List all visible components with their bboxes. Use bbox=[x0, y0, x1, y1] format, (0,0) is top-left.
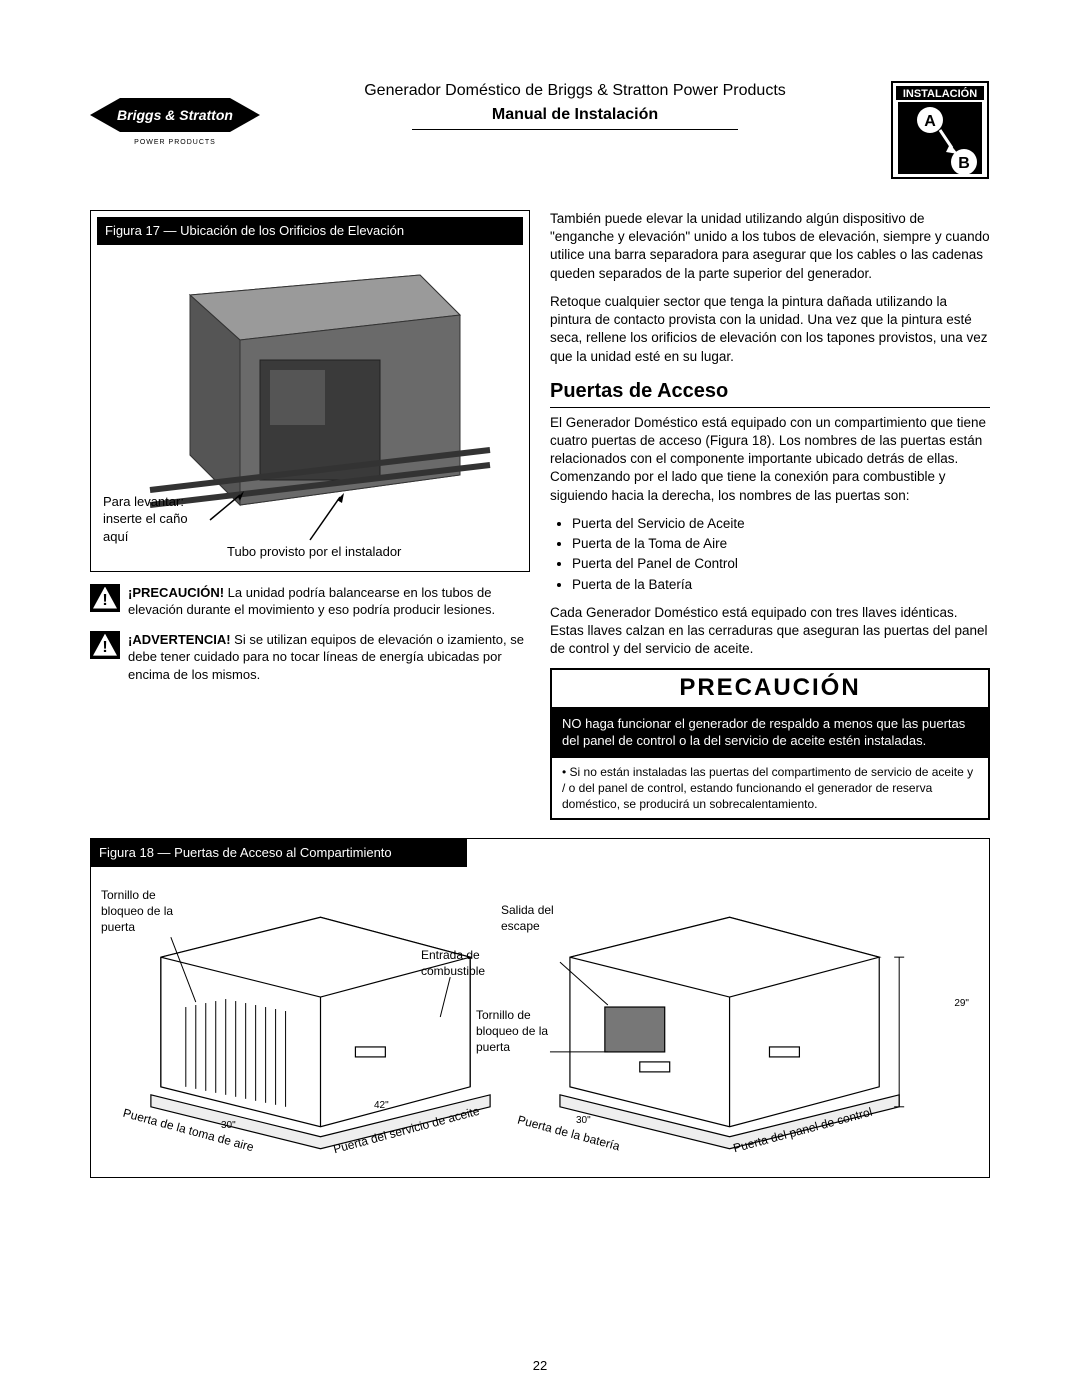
svg-text:Briggs & Stratton: Briggs & Stratton bbox=[117, 107, 233, 123]
figure18-body: Tornillo de bloqueo de la puerta Entrada… bbox=[91, 867, 989, 1177]
title-block: Generador Doméstico de Briggs & Stratton… bbox=[280, 80, 870, 130]
page-header: Briggs & Stratton POWER PRODUCTS Generad… bbox=[90, 80, 990, 180]
caution-note: • Si no están instaladas las puertas del… bbox=[552, 758, 988, 819]
page-number: 22 bbox=[0, 1357, 1080, 1375]
fig18-dim-42: 42" bbox=[374, 1099, 389, 1113]
figure17-box: Figura 17 — Ubicación de los Orificios d… bbox=[90, 210, 530, 572]
fig18-dim-29: 29" bbox=[954, 997, 969, 1011]
bullet-item: Puerta del Servicio de Aceite bbox=[572, 515, 990, 533]
warning-bold: ¡ADVERTENCIA! bbox=[128, 632, 231, 647]
precaution-notice: ¡PRECAUCIÓN! La unidad podría balancears… bbox=[90, 584, 530, 619]
bullet-item: Puerta de la Batería bbox=[572, 576, 990, 594]
fig18-label-tornillo-der: Tornillo de bloqueo de la puerta bbox=[476, 1007, 551, 1056]
fig18-dim-30: 30" bbox=[221, 1119, 236, 1133]
fig18-dim-30b: 30" bbox=[576, 1114, 591, 1128]
title-line1: Generador Doméstico de Briggs & Stratton… bbox=[280, 80, 870, 102]
left-column: Figura 17 — Ubicación de los Orificios d… bbox=[90, 210, 530, 820]
figure17-image: Para levantar: inserte el caño aquí Tubo… bbox=[97, 245, 523, 565]
fig17-label-left: Para levantar: inserte el caño aquí bbox=[103, 493, 193, 546]
install-badge: INSTALACIÓN A B bbox=[890, 80, 990, 180]
para4: Cada Generador Doméstico está equipado c… bbox=[550, 604, 990, 659]
section-head: Puertas de Acceso bbox=[550, 378, 990, 408]
svg-text:B: B bbox=[958, 155, 970, 172]
caution-box: PRECAUCIÓN NO haga funcionar el generado… bbox=[550, 668, 990, 820]
fig18-label-tornillo-izq: Tornillo de bloqueo de la puerta bbox=[101, 887, 181, 936]
fig18-label-salida: Salida del escape bbox=[501, 902, 571, 934]
figure18-caption: Figura 18 — Puertas de Acceso al Compart… bbox=[91, 839, 467, 867]
caution-body: NO haga funcionar el generador de respal… bbox=[552, 707, 988, 758]
fig17-label-bottom: Tubo provisto por el instalador bbox=[227, 543, 401, 561]
title-line2: Manual de Instalación bbox=[412, 104, 738, 131]
warning-icon bbox=[90, 631, 120, 659]
caution-note-text: Si no están instaladas las puertas del c… bbox=[562, 765, 973, 811]
bullet-item: Puerta del Panel de Control bbox=[572, 555, 990, 573]
door-bullets: Puerta del Servicio de Aceite Puerta de … bbox=[550, 515, 990, 594]
para2: Retoque cualquier sector que tenga la pi… bbox=[550, 293, 990, 366]
fig18-label-entrada: Entrada de combustible bbox=[421, 947, 506, 979]
svg-text:A: A bbox=[924, 113, 936, 130]
figure17-caption: Figura 17 — Ubicación de los Orificios d… bbox=[97, 217, 523, 245]
right-column: También puede elevar la unidad utilizand… bbox=[550, 210, 990, 820]
bullet-item: Puerta de la Toma de Aire bbox=[572, 535, 990, 553]
warning-notice: ¡ADVERTENCIA! Si se utilizan equipos de … bbox=[90, 631, 530, 684]
warning-icon bbox=[90, 584, 120, 612]
svg-text:INSTALACIÓN: INSTALACIÓN bbox=[903, 87, 977, 100]
figure18-box: Figura 18 — Puertas de Acceso al Compart… bbox=[90, 838, 990, 1178]
para1: También puede elevar la unidad utilizand… bbox=[550, 210, 990, 283]
para3: El Generador Doméstico está equipado con… bbox=[550, 414, 990, 505]
svg-text:POWER PRODUCTS: POWER PRODUCTS bbox=[134, 139, 216, 146]
caution-head: PRECAUCIÓN bbox=[552, 670, 988, 706]
precaution-bold: ¡PRECAUCIÓN! bbox=[128, 585, 224, 600]
brand-logo: Briggs & Stratton POWER PRODUCTS bbox=[90, 90, 260, 155]
